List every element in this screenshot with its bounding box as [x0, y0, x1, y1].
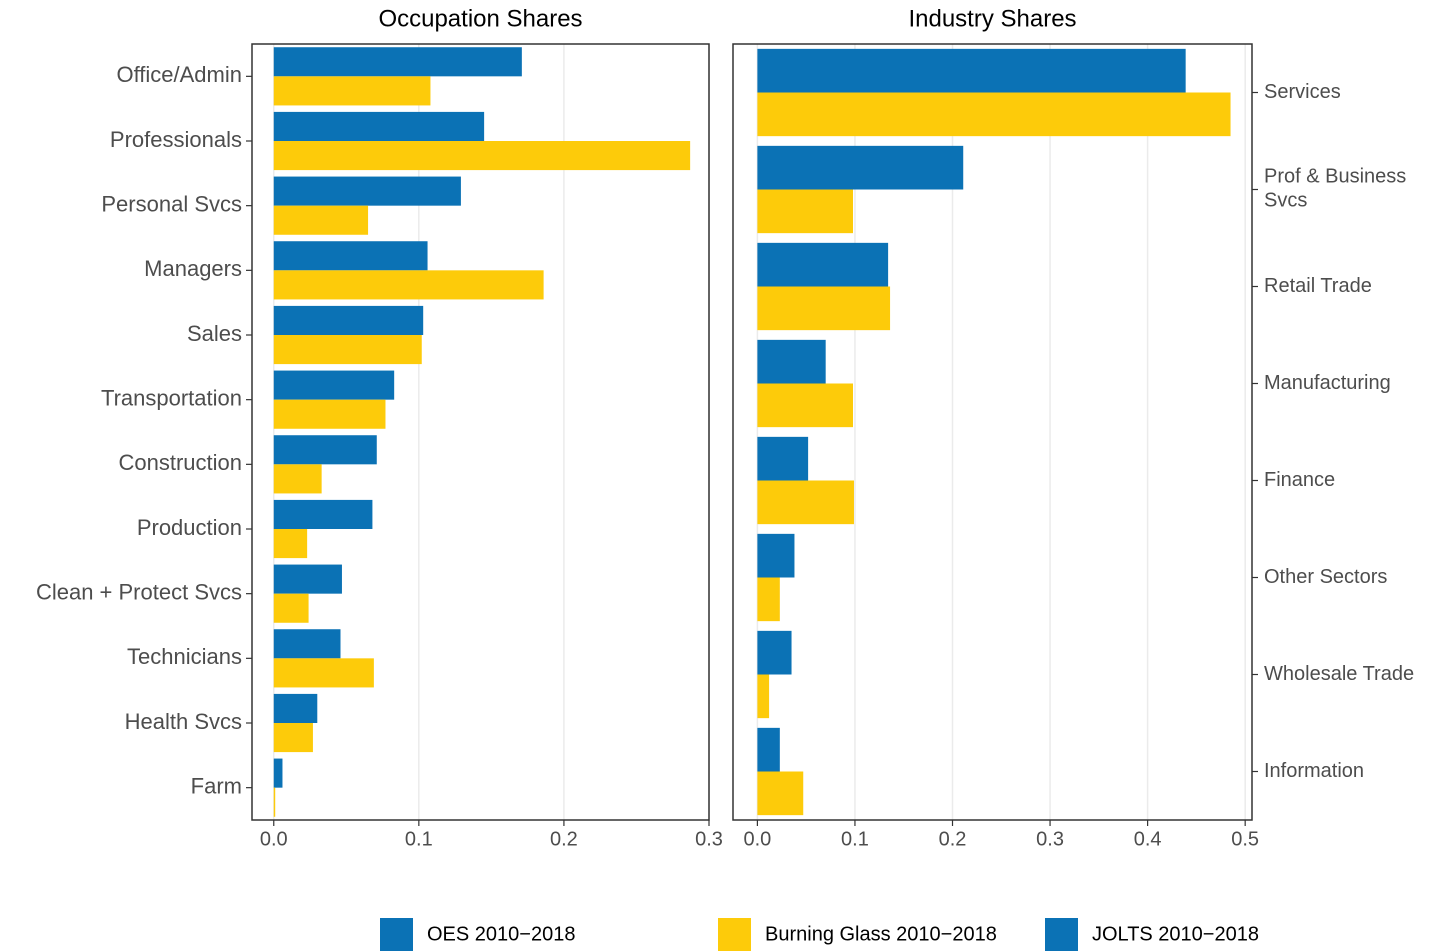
x-tick-label: 0.1: [841, 828, 869, 850]
y-tick-label: Farm: [191, 773, 242, 798]
panel-title: Industry Shares: [908, 5, 1076, 32]
y-tick-label: Other Sectors: [1264, 566, 1387, 588]
y-tick-label: Personal Svcs: [101, 191, 242, 216]
y-tick-label: Technicians: [127, 644, 242, 669]
y-tick-label: Finance: [1264, 469, 1335, 491]
y-tick-label: Health Svcs: [125, 709, 242, 734]
y-tick-label: Prof & Business Svcs: [1264, 166, 1406, 212]
panel-title: Occupation Shares: [378, 5, 582, 32]
bar: [757, 189, 853, 234]
x-tick-label: 0.5: [1231, 828, 1259, 850]
bar: [757, 383, 853, 428]
y-tick-label: Clean + Protect Svcs: [36, 579, 242, 604]
y-tick-label: Construction: [118, 450, 242, 475]
bar: [273, 335, 422, 365]
bar: [273, 241, 428, 271]
bar: [273, 435, 377, 465]
y-tick-label: Retail Trade: [1264, 275, 1372, 297]
legend-swatch: [1045, 918, 1078, 951]
bar: [757, 436, 809, 481]
y-tick-label: Transportation: [101, 385, 242, 410]
bar: [273, 176, 461, 206]
legend-label: JOLTS 2010−2018: [1092, 923, 1259, 945]
bar: [757, 286, 891, 331]
bar: [273, 47, 522, 77]
y-tick-label: Information: [1264, 760, 1364, 782]
bar: [757, 771, 804, 816]
bar: [273, 270, 544, 300]
y-tick-label: Managers: [144, 256, 242, 281]
panel-frame: [732, 43, 1253, 821]
bar: [273, 305, 424, 335]
bar: [273, 205, 369, 235]
bar: [273, 787, 276, 817]
bar: [273, 111, 485, 141]
x-tick-label: 0.2: [550, 828, 578, 850]
bar: [273, 370, 395, 400]
panel-frame: [251, 43, 710, 821]
bar: [757, 533, 795, 578]
bar: [273, 499, 373, 529]
bar: [757, 630, 792, 675]
bar: [273, 758, 283, 788]
bar: [273, 141, 691, 171]
bar: [757, 727, 780, 772]
bar: [273, 658, 374, 688]
y-tick-label: Professionals: [110, 127, 242, 152]
bar: [757, 674, 770, 719]
bar: [273, 629, 341, 659]
bar: [757, 339, 826, 384]
bar: [757, 577, 780, 622]
y-tick-label: Services: [1264, 81, 1341, 103]
y-tick-label: Office/Admin: [116, 62, 242, 87]
bar: [273, 464, 322, 494]
bar: [757, 48, 1186, 93]
y-tick-label: Sales: [187, 321, 242, 346]
bar: [757, 92, 1231, 137]
x-tick-label: 0.3: [695, 828, 723, 850]
x-tick-label: 0.2: [939, 828, 967, 850]
y-tick-label: Wholesale Trade: [1264, 663, 1414, 685]
x-tick-label: 0.3: [1036, 828, 1064, 850]
bar: [757, 242, 889, 287]
legend-swatch: [718, 918, 751, 951]
legend-label: Burning Glass 2010−2018: [765, 923, 997, 945]
bar: [273, 723, 313, 753]
legend-swatch: [380, 918, 413, 951]
x-tick-label: 0.0: [260, 828, 288, 850]
bar: [273, 693, 318, 723]
bar: [273, 593, 309, 623]
x-tick-label: 0.1: [405, 828, 433, 850]
x-tick-label: 0.0: [743, 828, 771, 850]
y-tick-label: Production: [137, 515, 242, 540]
bar: [757, 145, 964, 190]
y-tick-label: Manufacturing: [1264, 372, 1391, 394]
x-tick-label: 0.4: [1134, 828, 1162, 850]
bar: [273, 529, 308, 559]
legend-label: OES 2010−2018: [427, 923, 575, 945]
bar: [273, 399, 386, 429]
bar: [273, 564, 342, 594]
bar: [757, 480, 854, 525]
bar: [273, 76, 431, 106]
